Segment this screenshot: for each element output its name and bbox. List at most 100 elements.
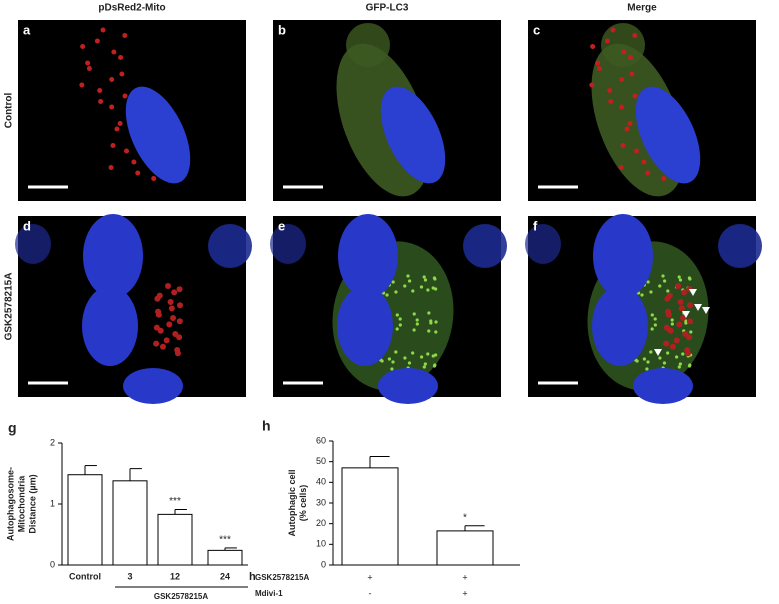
lc3-dot	[649, 290, 653, 294]
lc3-dot	[427, 329, 431, 333]
y-axis-label: (% cells)	[298, 485, 308, 522]
micrograph: e	[270, 214, 507, 404]
lc3-dot	[678, 362, 682, 366]
cell-shape	[82, 286, 138, 366]
x-unit: h	[249, 571, 256, 583]
mito	[607, 88, 613, 93]
mito	[676, 321, 683, 328]
lc3-dot	[670, 322, 674, 326]
mito	[153, 340, 160, 347]
y-tick-label: 2	[50, 437, 55, 447]
mito	[122, 93, 128, 99]
mito	[680, 315, 687, 321]
lc3-dot	[650, 327, 654, 331]
mito	[632, 93, 638, 99]
lc3-dot	[385, 293, 389, 297]
lc3-dot	[411, 289, 415, 293]
mito	[632, 33, 638, 38]
mito	[661, 176, 667, 181]
mito	[109, 77, 115, 82]
mito	[678, 305, 685, 312]
lc3-dot	[649, 350, 653, 354]
panel-label: h	[262, 418, 271, 434]
lc3-dot	[394, 350, 398, 354]
lc3-dot	[398, 323, 402, 327]
y-tick-label: 0	[321, 559, 326, 569]
mito	[677, 299, 684, 305]
lc3-dot	[677, 365, 681, 369]
y-tick-label: 30	[316, 497, 326, 507]
mito	[684, 350, 691, 357]
cell-shape	[337, 286, 393, 366]
mito	[171, 289, 178, 296]
mito	[627, 121, 633, 126]
mito	[624, 126, 630, 132]
lc3-dot	[423, 362, 427, 366]
mito	[166, 321, 173, 328]
cell-shape	[346, 23, 390, 67]
mito	[135, 170, 141, 176]
arrowhead	[702, 307, 710, 314]
y-tick-label: 20	[316, 518, 326, 528]
mito	[124, 148, 130, 154]
mito	[154, 295, 161, 302]
condition-mark: +	[462, 588, 467, 598]
cell-shape	[592, 286, 648, 366]
lc3-dot	[434, 287, 438, 291]
mito	[151, 176, 157, 181]
bar	[436, 530, 494, 566]
lc3-dot	[408, 279, 412, 283]
cell-shape	[380, 86, 446, 184]
mito	[167, 299, 174, 305]
mito	[595, 60, 601, 66]
mito	[664, 295, 671, 302]
y-axis-label: Autophagosome-	[5, 467, 15, 541]
mito	[589, 82, 595, 88]
lc3-dot	[684, 321, 688, 325]
condition-mark: +	[462, 572, 467, 582]
micrograph: c	[528, 20, 756, 201]
mito	[163, 337, 170, 344]
y-tick-label: 40	[316, 477, 326, 487]
mito	[176, 286, 183, 293]
y-tick-label: 0	[50, 559, 55, 569]
significance: *	[463, 512, 467, 523]
panel-letter: c	[533, 22, 540, 37]
bar	[67, 474, 103, 566]
mito	[108, 165, 114, 170]
lc3-dot	[650, 313, 654, 317]
row-label: Control	[4, 93, 15, 129]
micrograph: a	[18, 20, 246, 201]
mito	[604, 38, 610, 44]
mito	[596, 66, 602, 71]
lc3-dot	[666, 351, 670, 355]
lc3-dot	[678, 278, 683, 282]
mito	[665, 311, 672, 318]
lc3-dot	[415, 322, 419, 326]
lc3-dot	[427, 311, 431, 315]
mito	[168, 305, 175, 312]
lc3-dot	[423, 278, 428, 282]
lc3-dot	[434, 330, 438, 334]
significance: ***	[169, 496, 181, 507]
cell-shape	[463, 224, 507, 268]
cell-shape	[123, 368, 183, 404]
lc3-dot	[681, 352, 685, 356]
lc3-dot	[658, 284, 662, 288]
lc3-dot	[380, 359, 384, 363]
y-tick-label: 10	[316, 539, 326, 549]
lc3-dot	[662, 361, 667, 365]
mito	[608, 99, 614, 104]
arrowhead	[694, 304, 702, 311]
cell-shape	[208, 224, 252, 268]
condition-name: Mdivi-1	[255, 589, 283, 598]
mito	[80, 44, 86, 49]
lc3-dot	[398, 317, 402, 321]
lc3-dot	[661, 274, 665, 278]
mito	[165, 283, 171, 289]
mito	[86, 66, 92, 71]
mito	[621, 49, 627, 55]
lc3-dot	[422, 275, 426, 279]
mito	[663, 340, 670, 347]
